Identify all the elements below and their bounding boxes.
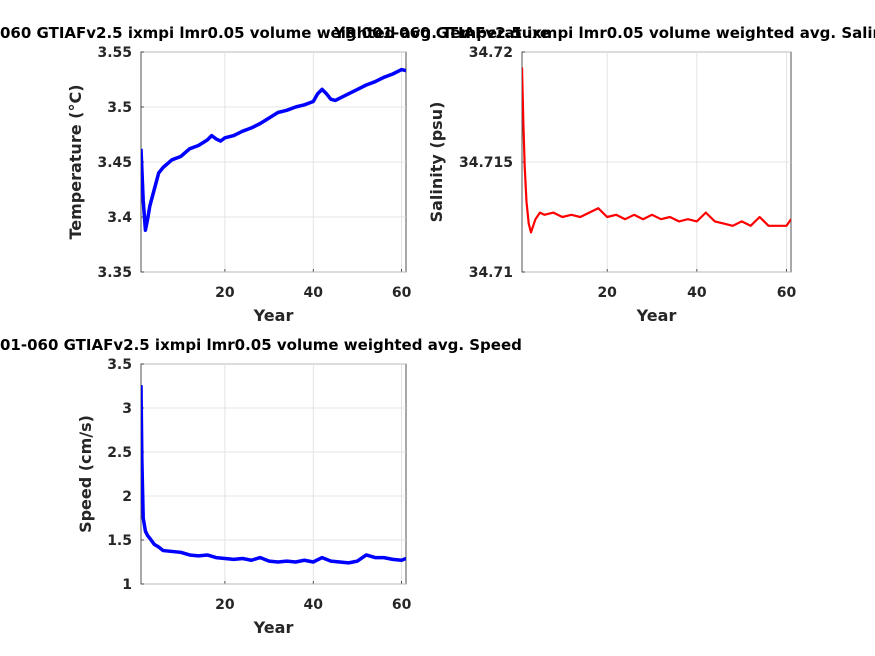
salinity-series-line <box>522 67 791 234</box>
x-tick-label: 20 <box>215 285 235 301</box>
y-tick-label: 3.35 <box>97 265 132 281</box>
y-axis-label: Speed (cm/s) <box>76 415 95 533</box>
temperature-series-line <box>141 67 406 232</box>
y-tick-label: 34.72 <box>469 45 513 61</box>
y-tick-label: 34.715 <box>459 155 513 171</box>
x-tick-labels: 20 40 60 <box>597 285 796 301</box>
grid <box>141 51 406 273</box>
y-tick-label: 3.5 <box>107 100 132 116</box>
x-tick-label: 20 <box>597 285 617 301</box>
y-tick-label: 1.5 <box>107 533 132 549</box>
y-tick-label: 3 <box>122 401 132 417</box>
y-tick-label: 3.4 <box>107 210 132 226</box>
y-tick-label: 34.71 <box>469 265 513 281</box>
x-tick-labels: 20 40 60 <box>215 597 411 613</box>
y-tick-label: 3.5 <box>107 357 132 373</box>
x-tick-label: 20 <box>215 597 235 613</box>
grid <box>141 363 406 585</box>
x-tick-label: 60 <box>392 285 412 301</box>
y-axis-label: Salinity (psu) <box>427 102 446 223</box>
plot-area <box>140 363 407 585</box>
x-tick-labels: 20 40 60 <box>215 285 411 301</box>
x-tick-label: 60 <box>392 597 412 613</box>
y-tick-label: 2 <box>122 489 132 505</box>
y-axis-label: Temperature (°C) <box>66 84 85 239</box>
y-tick-label: 3.55 <box>97 45 132 61</box>
grid <box>522 51 791 273</box>
x-axis-label: Year <box>636 306 677 325</box>
chart-title: 060 GTIAFv2.5 ixmpi lmr0.05 volume weigh… <box>0 24 550 42</box>
chart-title: YR 001-060 GTIAFv2.5 ixmpi lmr0.05 volum… <box>333 24 875 42</box>
chart-title: 01-060 GTIAFv2.5 ixmpi lmr0.05 volume we… <box>0 336 522 354</box>
salinity-panel: 20 40 60 34.71 34.715 34.72 Year Salinity (p… <box>333 24 875 325</box>
y-tick-labels: 1 1.5 2 2.5 3 3.5 <box>107 357 132 593</box>
x-axis-label: Year <box>253 618 294 637</box>
x-tick-label: 40 <box>304 285 324 301</box>
x-axis-label: Year <box>253 306 294 325</box>
y-tick-label: 1 <box>122 577 132 593</box>
speed-series-line <box>141 385 406 565</box>
y-tick-label: 3.45 <box>97 155 132 171</box>
x-tick-label: 60 <box>777 285 797 301</box>
y-tick-label: 2.5 <box>107 445 132 461</box>
temperature-panel: 20 40 60 3.35 3.4 3.45 3.5 3.55 Year Temperatu… <box>0 24 550 325</box>
y-tick-labels: 3.35 3.4 3.45 3.5 3.55 <box>97 45 132 281</box>
x-tick-label: 40 <box>304 597 324 613</box>
speed-panel: 20 40 60 1 1.5 2 2.5 3 3.5 Year Speed (cm/s) 01… <box>0 336 522 637</box>
x-tick-label: 40 <box>687 285 707 301</box>
y-tick-labels: 34.71 34.715 34.72 <box>459 45 513 281</box>
